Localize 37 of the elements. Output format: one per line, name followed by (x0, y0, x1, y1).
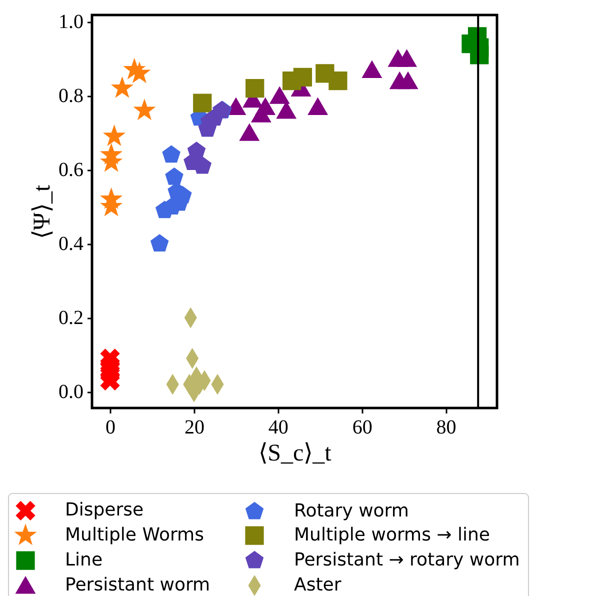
point (308, 98, 328, 116)
legend-label: Multiple worms → line (294, 524, 490, 546)
point (206, 108, 224, 126)
point (252, 106, 270, 122)
point (150, 234, 168, 252)
legend-label: Line (65, 550, 103, 570)
point (240, 124, 259, 141)
point (398, 72, 418, 90)
x-tick-label: 0 (106, 416, 116, 438)
y-axis-title: ⟨Ψ⟩_t (30, 184, 56, 240)
x-tick-label: 80 (436, 416, 456, 438)
y-tick-label: 0.4 (58, 233, 84, 256)
point (362, 62, 382, 78)
legend-label: Persistant → rotary worm (294, 550, 520, 570)
point (293, 68, 312, 86)
y-tick-label: 0.0 (58, 381, 84, 404)
legend-label: Rotary worm (294, 500, 409, 522)
point (397, 50, 416, 67)
point (246, 78, 264, 98)
x-axis-title: ⟨S_c⟩_t (258, 440, 332, 466)
legend-label: Disperse (65, 500, 144, 521)
legend-label: Persistant worm (65, 574, 210, 596)
x-tick-label: 20 (184, 416, 204, 438)
point (165, 168, 184, 185)
y-tick-label: 0.2 (58, 307, 84, 330)
point (162, 146, 180, 163)
y-tick-label: 0.8 (58, 85, 84, 108)
y-tick-label: 0.6 (58, 159, 84, 182)
point (328, 72, 348, 90)
y-tick-label: 1.0 (58, 11, 84, 34)
legend-label: Aster (294, 574, 342, 596)
x-tick-label: 40 (268, 416, 288, 438)
point (270, 87, 289, 104)
point (277, 102, 296, 119)
legend-label: Multiple Worms (65, 524, 204, 546)
x-tick-label: 60 (352, 416, 372, 438)
point (193, 94, 212, 112)
